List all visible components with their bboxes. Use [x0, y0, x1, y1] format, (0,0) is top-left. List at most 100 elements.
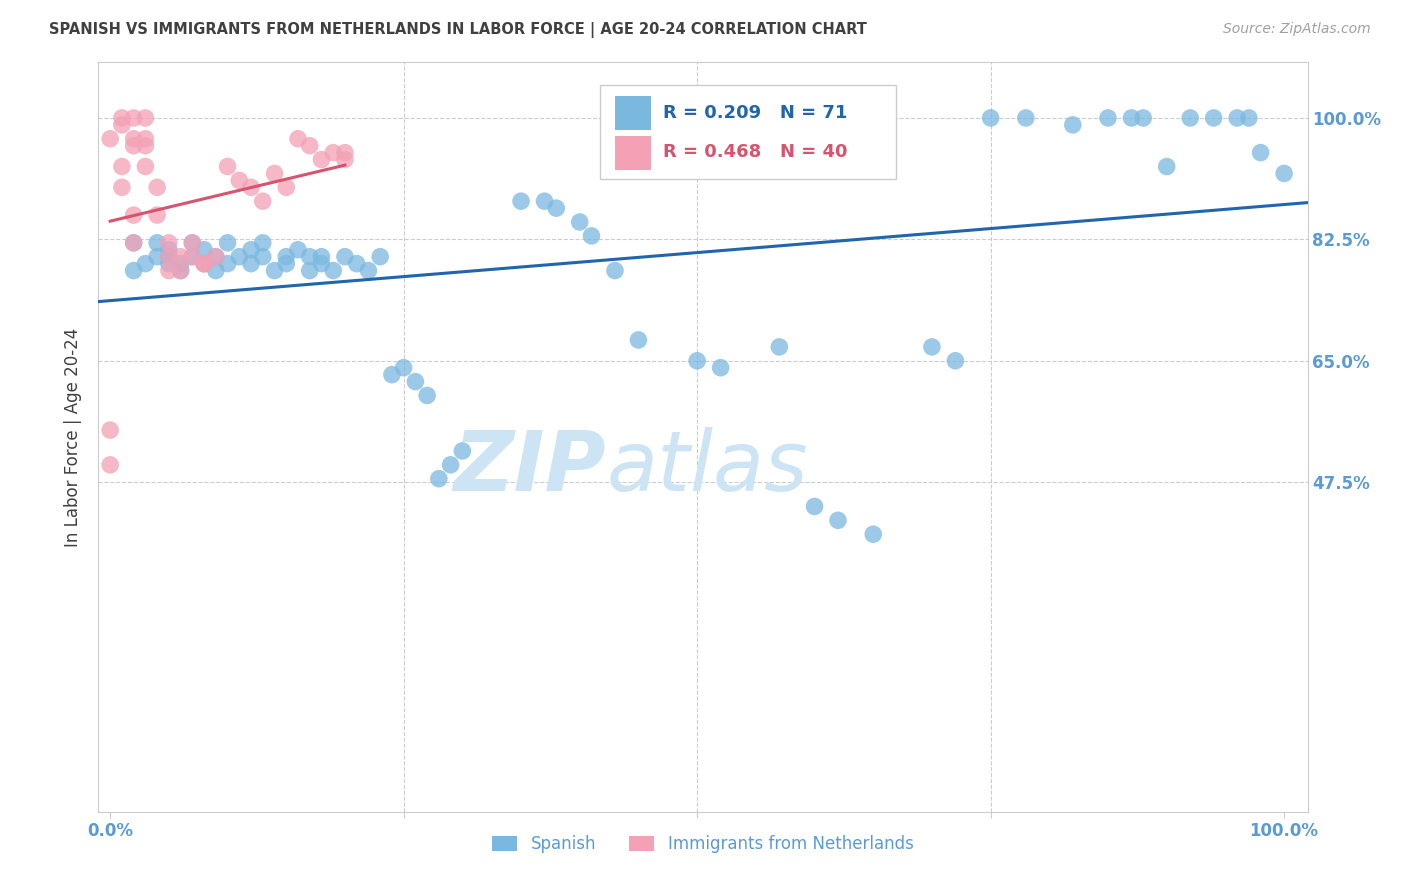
Text: atlas: atlas: [606, 426, 808, 508]
Point: [298, 263, 321, 277]
Point: [98, 132, 121, 146]
Point: [1202, 111, 1225, 125]
Point: [134, 111, 156, 125]
Point: [204, 250, 226, 264]
Point: [134, 257, 156, 271]
Point: [1156, 160, 1178, 174]
Point: [181, 235, 204, 250]
Point: [980, 111, 1002, 125]
Point: [381, 368, 404, 382]
FancyBboxPatch shape: [614, 136, 651, 169]
Point: [122, 235, 145, 250]
Point: [427, 472, 450, 486]
Point: [346, 257, 368, 271]
Point: [1062, 118, 1084, 132]
Point: [146, 180, 169, 194]
Point: [368, 250, 391, 264]
Point: [157, 257, 180, 271]
Point: [122, 111, 145, 125]
Point: [311, 250, 333, 264]
Legend: Spanish, Immigrants from Netherlands: Spanish, Immigrants from Netherlands: [485, 829, 921, 860]
Text: Source: ZipAtlas.com: Source: ZipAtlas.com: [1223, 22, 1371, 37]
Point: [193, 257, 215, 271]
Point: [276, 180, 298, 194]
Point: [603, 263, 626, 277]
Point: [157, 243, 180, 257]
Point: [287, 132, 309, 146]
Point: [1121, 111, 1143, 125]
Point: [1250, 145, 1272, 160]
Point: [276, 250, 298, 264]
Point: [217, 160, 239, 174]
Point: [98, 458, 121, 472]
Point: [240, 180, 263, 194]
Point: [311, 257, 333, 271]
Point: [298, 138, 321, 153]
Point: [157, 235, 180, 250]
Text: R = 0.209   N = 71: R = 0.209 N = 71: [664, 103, 848, 121]
Point: [1132, 111, 1154, 125]
Point: [451, 444, 474, 458]
Point: [1272, 166, 1295, 180]
FancyBboxPatch shape: [600, 85, 897, 178]
Point: [276, 257, 298, 271]
Point: [439, 458, 461, 472]
Point: [240, 243, 263, 257]
Point: [204, 263, 226, 277]
Point: [169, 257, 191, 271]
Point: [710, 360, 733, 375]
Point: [263, 166, 285, 180]
Point: [228, 173, 250, 187]
Point: [157, 250, 180, 264]
Point: [193, 257, 215, 271]
Point: [169, 263, 191, 277]
Point: [98, 423, 121, 437]
Point: [111, 180, 134, 194]
Point: [945, 353, 967, 368]
Point: [404, 375, 426, 389]
Point: [298, 250, 321, 264]
Point: [333, 153, 356, 167]
Point: [134, 138, 156, 153]
Point: [416, 388, 439, 402]
Point: [146, 235, 169, 250]
Point: [322, 145, 344, 160]
Point: [1226, 111, 1249, 125]
Point: [122, 235, 145, 250]
Point: [157, 250, 180, 264]
Point: [111, 111, 134, 125]
Point: [252, 235, 274, 250]
Point: [134, 132, 156, 146]
Point: [122, 138, 145, 153]
Point: [157, 263, 180, 277]
Point: [287, 243, 309, 257]
Point: [686, 353, 709, 368]
Point: [217, 257, 239, 271]
Point: [169, 250, 191, 264]
Point: [768, 340, 790, 354]
Point: [1237, 111, 1260, 125]
Point: [333, 145, 356, 160]
Text: R = 0.468   N = 40: R = 0.468 N = 40: [664, 144, 848, 161]
Point: [568, 215, 591, 229]
Point: [322, 263, 344, 277]
Point: [252, 194, 274, 209]
Point: [263, 263, 285, 277]
FancyBboxPatch shape: [614, 96, 651, 130]
Point: [146, 250, 169, 264]
Point: [357, 263, 380, 277]
Point: [311, 153, 333, 167]
Point: [392, 360, 415, 375]
Point: [862, 527, 884, 541]
Point: [146, 208, 169, 222]
Point: [111, 160, 134, 174]
Point: [217, 235, 239, 250]
Text: SPANISH VS IMMIGRANTS FROM NETHERLANDS IN LABOR FORCE | AGE 20-24 CORRELATION CH: SPANISH VS IMMIGRANTS FROM NETHERLANDS I…: [49, 22, 868, 38]
Point: [1015, 111, 1038, 125]
Point: [921, 340, 943, 354]
Point: [1097, 111, 1119, 125]
Point: [803, 500, 825, 514]
Point: [627, 333, 650, 347]
Point: [169, 263, 191, 277]
Point: [510, 194, 533, 209]
